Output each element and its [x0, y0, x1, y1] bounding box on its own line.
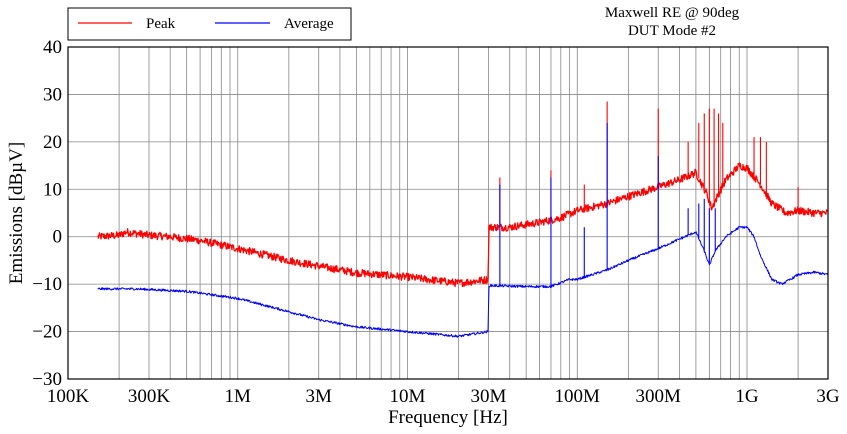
x-tick-labels: 100K 300K 1M 3M 10M 30M 100M 300M 1G 3G [47, 386, 840, 407]
x-tick-label: 1G [735, 386, 759, 407]
x-tick-label: 10M [390, 386, 426, 407]
x-tick-label: 3M [306, 386, 333, 407]
legend: Peak Average [67, 7, 352, 41]
y-tick-label: 0 [53, 227, 63, 248]
y-tick-label: 40 [43, 37, 62, 58]
legend-box [67, 7, 352, 41]
y-tick-label: −20 [32, 322, 62, 343]
legend-average-label: Average [284, 16, 334, 32]
y-tick-label: 20 [43, 132, 62, 153]
y-tick-label: 10 [43, 179, 62, 200]
x-tick-label: 300K [128, 386, 171, 407]
x-axis-label: Frequency [Hz] [388, 407, 508, 428]
plot-frame [67, 46, 829, 380]
x-tick-label: 1M [225, 386, 252, 407]
x-tick-label: 3G [816, 386, 840, 407]
x-tick-label: 30M [471, 386, 507, 407]
chart-title-line-2: DUT Mode #2 [628, 23, 716, 39]
x-tick-label: 300M [636, 386, 682, 407]
chart-title-line-1: Maxwell RE @ 90deg [605, 5, 740, 21]
y-tick-label: 30 [43, 84, 62, 105]
plot-series [97, 101, 829, 338]
peak-trace [97, 162, 829, 288]
x-tick-label: 100M [555, 386, 601, 407]
y-tick-labels: 40 30 20 10 0 −10 −20 −30 [32, 37, 62, 390]
average-trace [97, 225, 829, 338]
y-tick-label: −30 [32, 369, 62, 390]
grid-lines [68, 47, 828, 379]
x-tick-label: 100K [47, 386, 90, 407]
y-axis-label: Emissions [dBµV] [6, 142, 27, 284]
legend-peak-label: Peak [146, 16, 176, 32]
y-tick-label: −10 [32, 274, 62, 295]
